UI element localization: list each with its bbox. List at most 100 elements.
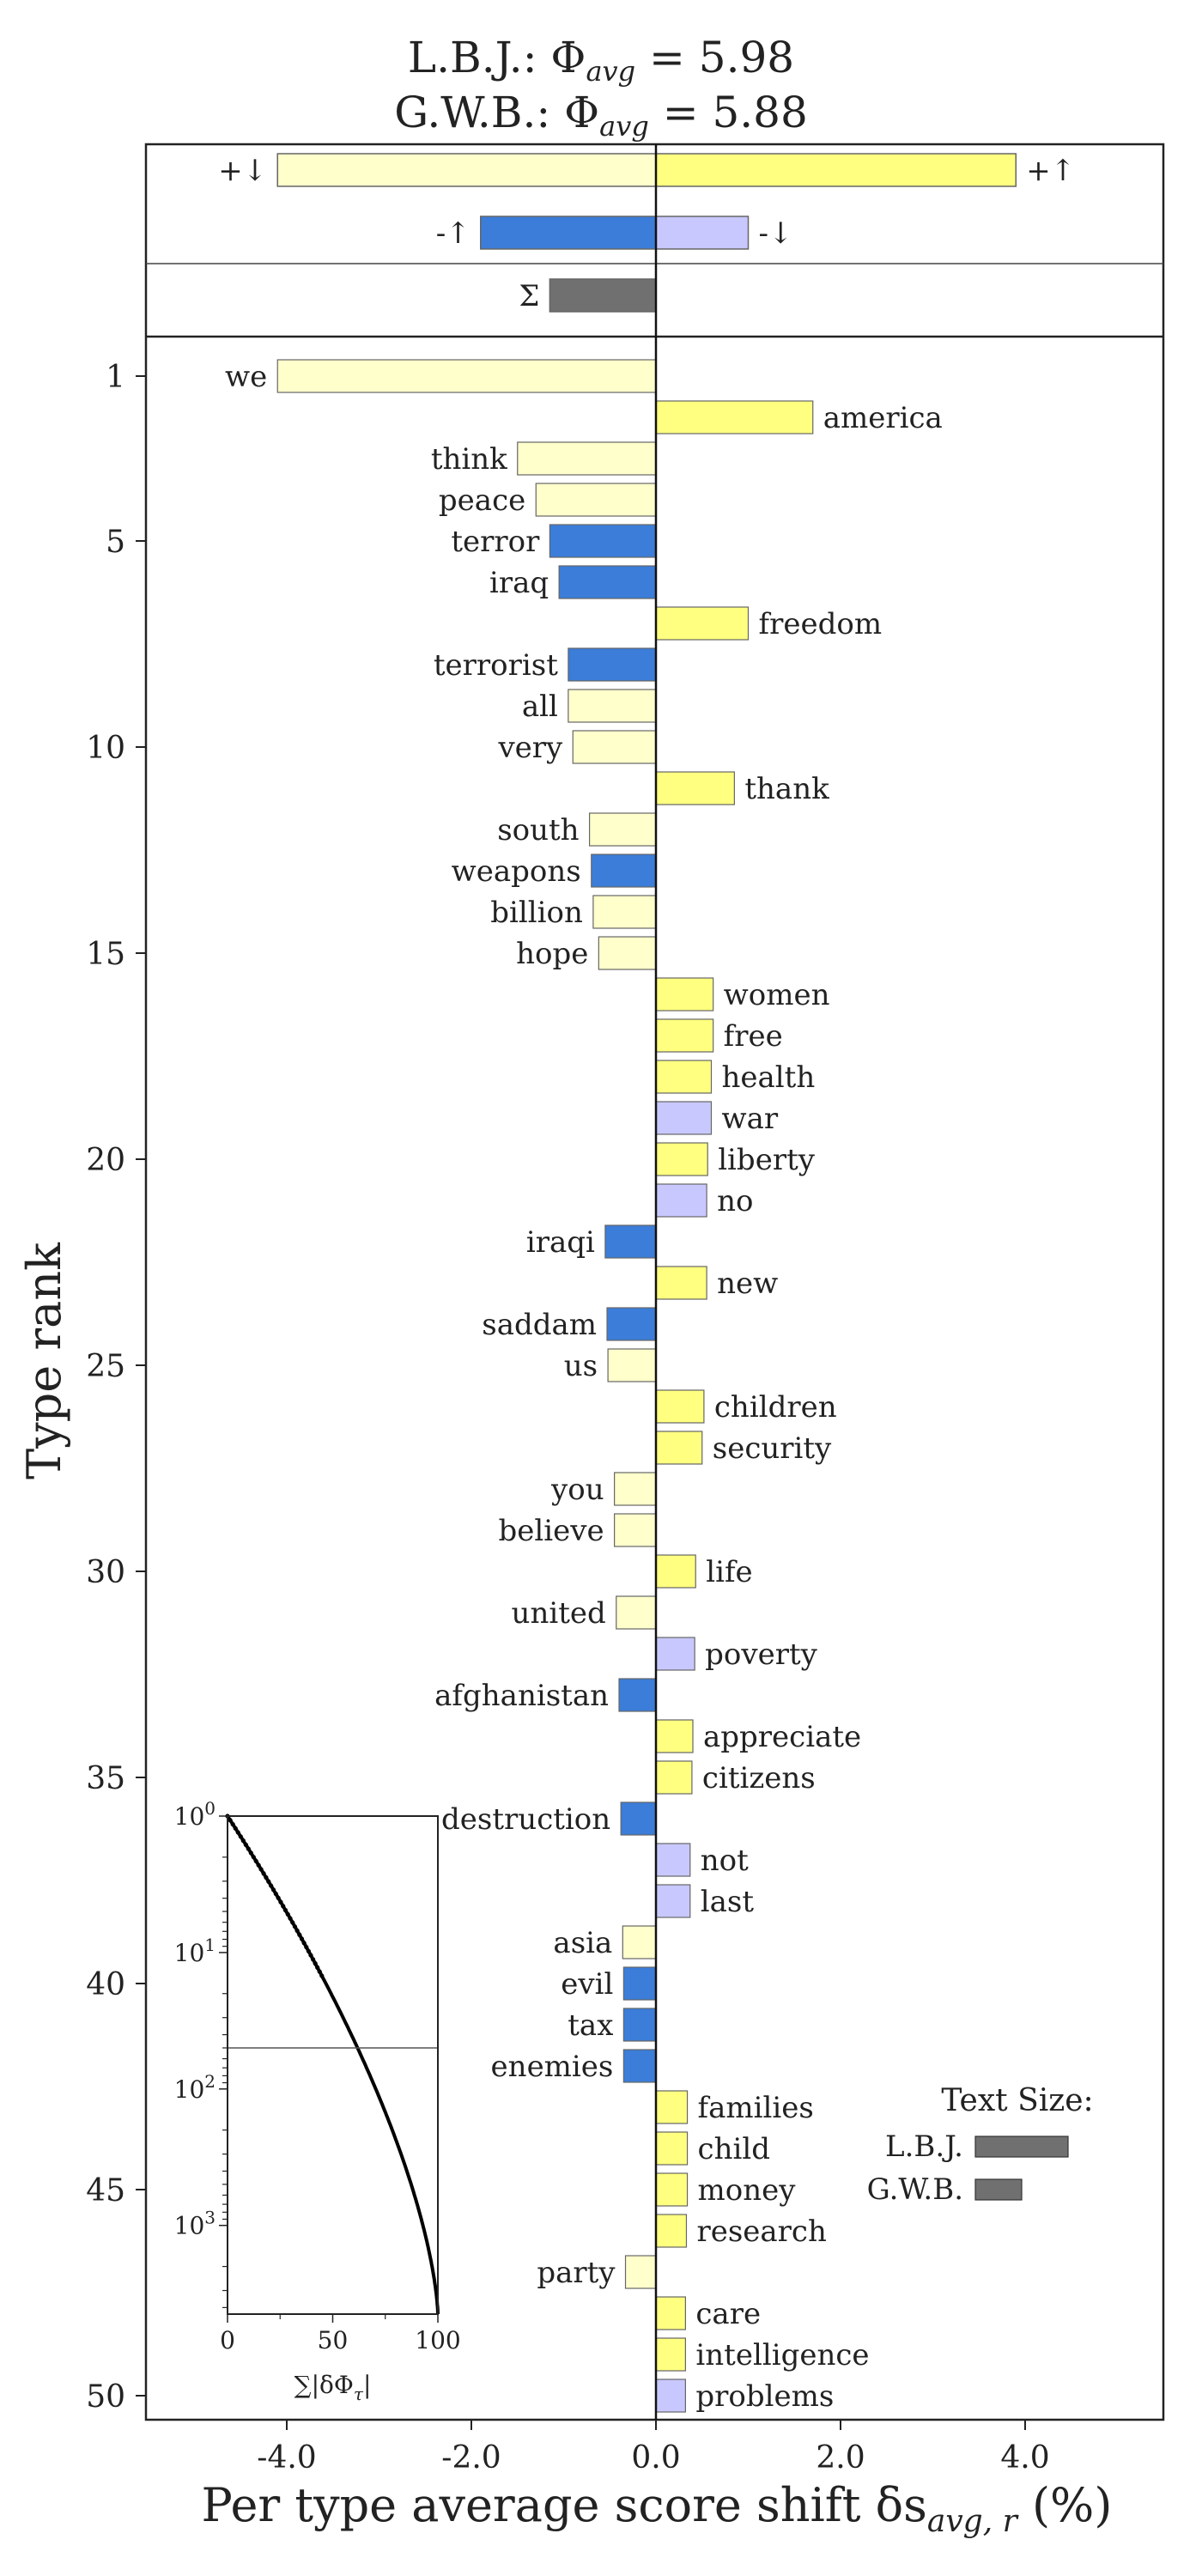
summary-label-sum: Σ xyxy=(519,279,539,313)
legend-swatch-2 xyxy=(974,2178,1023,2201)
summary-label-pos-down: +↓ xyxy=(218,154,267,188)
y-tick-label: 45 xyxy=(86,2173,125,2208)
word-bar-intelligence xyxy=(655,2337,687,2372)
legend-label-2: G.W.B. xyxy=(867,2172,963,2207)
word-bar-iraq xyxy=(558,565,657,599)
word-label-weapons: weapons xyxy=(452,854,581,889)
inset-point xyxy=(238,1834,243,1839)
inset-point xyxy=(228,1818,233,1823)
word-bar-south xyxy=(588,812,657,847)
inset-point xyxy=(308,1953,313,1958)
summary-label-neg-up: -↑ xyxy=(436,216,470,251)
summary-bar-neg-up xyxy=(480,216,657,250)
inset-y-tick-label: 101 xyxy=(174,1935,216,1967)
inset-point xyxy=(258,1867,264,1872)
inset-point xyxy=(248,1850,253,1856)
inset-point xyxy=(269,1883,274,1888)
inset-point xyxy=(319,1973,325,1978)
word-bar-security xyxy=(655,1431,703,1465)
word-bar-appreciate xyxy=(655,1719,694,1753)
word-bar-not xyxy=(655,1843,691,1877)
word-label-terror: terror xyxy=(451,525,540,559)
word-label-no: no xyxy=(717,1184,753,1218)
inset-point xyxy=(294,1928,300,1934)
word-label-liberty: liberty xyxy=(718,1143,816,1177)
word-bar-iraqi xyxy=(604,1224,657,1259)
inset-point xyxy=(273,1891,278,1897)
inset-point xyxy=(288,1916,293,1921)
word-label-not: not xyxy=(701,1844,749,1878)
word-label-iraqi: iraqi xyxy=(526,1225,595,1260)
inset-point xyxy=(282,1908,288,1913)
inset-point xyxy=(285,1911,290,1917)
legend-swatch-1 xyxy=(974,2136,1069,2158)
inset-x-label: ∑|δΦτ| xyxy=(294,2371,372,2404)
word-label-child: child xyxy=(698,2132,770,2166)
x-tick-label: -2.0 xyxy=(441,2440,501,2476)
word-bar-asia xyxy=(622,1925,657,1959)
y-tick-label: 35 xyxy=(86,1761,125,1796)
inset-point xyxy=(297,1932,302,1937)
inset-point xyxy=(276,1895,281,1900)
word-label-us: us xyxy=(564,1349,598,1383)
word-bar-money xyxy=(655,2172,689,2207)
word-label-evil: evil xyxy=(561,1967,613,2002)
y-tick-label: 5 xyxy=(106,525,125,560)
x-tick-label: -4.0 xyxy=(257,2440,316,2476)
word-bar-families xyxy=(655,2090,689,2124)
legend-label-1: L.B.J. xyxy=(885,2129,963,2164)
inset-point xyxy=(246,1846,251,1851)
word-bar-think xyxy=(517,441,657,476)
chart-title-line1: L.B.J.: Φavg = 5.98 xyxy=(408,33,794,88)
word-bar-research xyxy=(655,2214,688,2248)
inset-point xyxy=(292,1924,298,1929)
legend-title: Text Size: xyxy=(941,2083,1093,2118)
word-label-war: war xyxy=(722,1102,779,1136)
inset-point xyxy=(261,1871,266,1876)
word-label-tax: tax xyxy=(568,2008,613,2043)
word-label-we: we xyxy=(225,360,267,394)
word-label-last: last xyxy=(701,1885,755,1919)
x-axis-label: Per type average score shift δsavg, r (%… xyxy=(202,2478,1113,2539)
inset-point xyxy=(235,1830,240,1835)
word-label-all: all xyxy=(522,690,558,724)
inset-point xyxy=(256,1862,261,1868)
word-label-freedom: freedom xyxy=(759,607,883,641)
inset-point xyxy=(315,1965,320,1970)
inset-x-tick-label: 50 xyxy=(318,2326,349,2354)
inset-x-tick-label: 0 xyxy=(220,2326,235,2354)
y-axis-label: Type rank xyxy=(17,1242,71,1479)
word-label-care: care xyxy=(695,2297,761,2331)
word-label-security: security xyxy=(713,1431,832,1466)
inset-point xyxy=(253,1858,258,1864)
inset-point xyxy=(306,1948,311,1953)
word-bar-war xyxy=(655,1101,713,1135)
word-bar-evil xyxy=(622,1966,657,2001)
word-bar-citizens xyxy=(655,1760,693,1795)
word-label-america: america xyxy=(823,401,943,435)
word-bar-problems xyxy=(655,2379,687,2413)
word-bar-child xyxy=(655,2131,689,2166)
word-bar-liberty xyxy=(655,1142,708,1176)
y-tick-label: 1 xyxy=(106,360,125,395)
legend: Text Size: L.B.J. G.W.B. xyxy=(867,2083,1094,2207)
word-bar-party xyxy=(624,2255,657,2289)
inset-x-tick-label: 100 xyxy=(415,2326,460,2354)
inset-point xyxy=(266,1879,271,1884)
inset-point xyxy=(264,1874,269,1880)
word-bar-enemies xyxy=(622,2049,657,2083)
word-bar-women xyxy=(655,977,714,1012)
word-bar-us xyxy=(607,1348,657,1382)
word-bars: we america think peace terror iraq freedom terr… xyxy=(225,359,943,2414)
y-tick-label: 30 xyxy=(86,1555,125,1590)
word-bar-terror xyxy=(549,524,657,558)
inset-point xyxy=(313,1961,318,1966)
word-bar-free xyxy=(655,1018,714,1053)
inset-point xyxy=(233,1826,238,1831)
word-bar-health xyxy=(655,1060,713,1094)
word-label-afghanistan: afghanistan xyxy=(434,1679,609,1713)
word-bar-thank xyxy=(655,771,735,805)
word-bar-saddam xyxy=(606,1307,657,1341)
x-tick-label: 2.0 xyxy=(816,2440,865,2476)
